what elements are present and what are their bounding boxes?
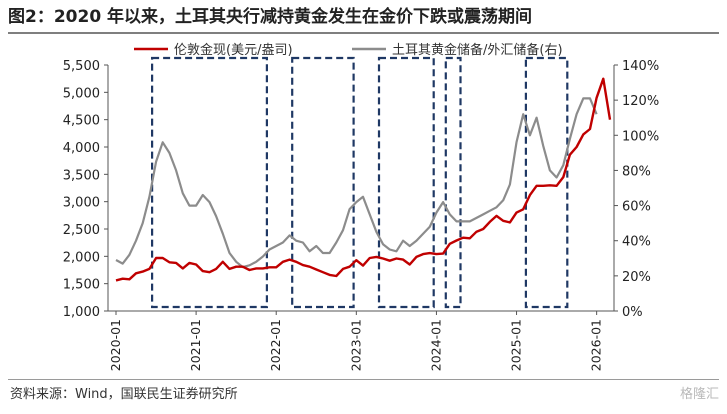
y-left-tick-label: 5,500 <box>63 59 100 74</box>
highlight-box-4 <box>444 56 462 309</box>
source-note: 资料来源：Wind，国联民生证券研究所 <box>10 387 238 402</box>
footer-divider <box>8 379 719 380</box>
figure-title: 图2：2020 年以来，土耳其央行减持黄金发生在金价下跌或震荡期间 <box>8 7 533 27</box>
y-left-tick-label: 4,000 <box>63 141 100 156</box>
title-divider <box>8 32 719 34</box>
chart-legend: 伦敦金现(美元/盎司) 土耳其黄金储备/外汇储备(右) <box>134 42 563 58</box>
x-tick-label: 2023-01 <box>348 319 363 371</box>
highlight-box-3 <box>377 56 435 309</box>
highlight-box-1 <box>151 56 269 309</box>
legend-label-reserve-ratio: 土耳其黄金储备/外汇储备(右) <box>392 42 563 58</box>
y-right-tick-label: 0% <box>622 305 643 320</box>
y-left-tick-label: 2,000 <box>63 250 100 265</box>
y-left-tick-label: 1,000 <box>63 305 100 320</box>
line-chart: 1,000 1,500 2,000 2,500 3,000 3,500 4,000 4,500… <box>63 42 659 371</box>
watermark-text: 格隆汇 <box>679 387 719 402</box>
y-right-tick-label: 60% <box>622 200 651 215</box>
highlight-box-5 <box>524 56 569 309</box>
y-right-tick-label: 100% <box>622 129 659 144</box>
series-lines <box>115 77 612 282</box>
series-line-gold-price <box>115 77 612 282</box>
y-left-tick-label: 2,500 <box>63 223 100 238</box>
y-left-tick-label: 3,000 <box>63 196 100 211</box>
chart-axes: 1,000 1,500 2,000 2,500 3,000 3,500 4,000 4,500… <box>63 59 659 371</box>
legend-label-gold-price: 伦敦金现(美元/盎司) <box>174 42 293 58</box>
highlight-box-2 <box>291 56 355 309</box>
y-left-tick-label: 3,500 <box>63 168 100 183</box>
x-tick-label: 2021-01 <box>188 319 203 371</box>
y-right-tick-label: 120% <box>622 94 659 109</box>
x-tick-label: 2025-01 <box>509 319 524 371</box>
x-tick-label: 2020-01 <box>108 319 123 371</box>
x-tick-label: 2026-01 <box>589 319 604 371</box>
y-right-tick-label: 140% <box>622 59 659 74</box>
y-right-tick-label: 40% <box>622 235 651 250</box>
y-right-tick-label: 80% <box>622 164 651 179</box>
x-tick-label: 2022-01 <box>268 319 283 371</box>
x-tick-label: 2024-01 <box>428 319 443 371</box>
series-line-reserve-ratio <box>115 97 598 269</box>
y-right-tick-label: 20% <box>622 270 651 285</box>
y-left-tick-label: 1,500 <box>63 278 100 293</box>
y-left-tick-label: 4,500 <box>63 114 100 129</box>
y-left-tick-label: 5,000 <box>63 86 100 101</box>
highlight-boxes <box>151 56 569 309</box>
